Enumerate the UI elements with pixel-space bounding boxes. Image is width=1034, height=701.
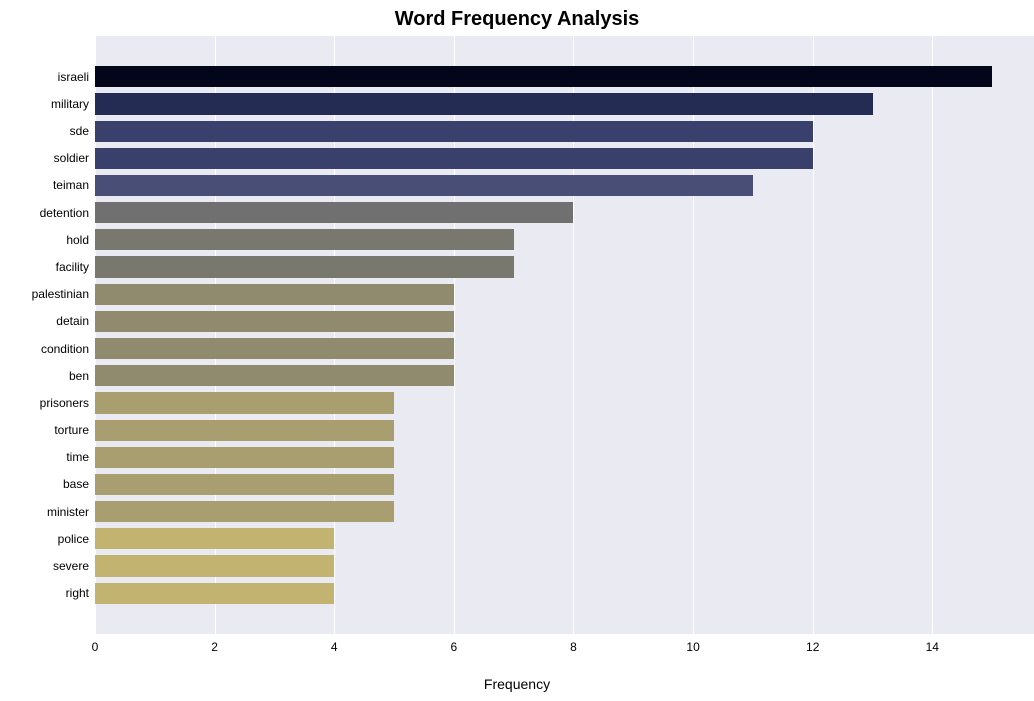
- y-tick-label: right: [66, 586, 89, 600]
- y-tick-label: detain: [56, 314, 89, 328]
- y-tick-label: hold: [66, 233, 89, 247]
- x-tick-label: 8: [570, 640, 577, 654]
- bar: [95, 365, 454, 386]
- x-tick-label: 10: [686, 640, 699, 654]
- bar: [95, 555, 334, 576]
- bar: [95, 229, 514, 250]
- bar: [95, 284, 454, 305]
- y-tick-label: minister: [47, 505, 89, 519]
- x-tick-label: 6: [451, 640, 458, 654]
- bar: [95, 583, 334, 604]
- bar: [95, 66, 992, 87]
- bar: [95, 148, 813, 169]
- y-tick-label: condition: [41, 342, 89, 356]
- bar: [95, 311, 454, 332]
- bar: [95, 256, 514, 277]
- y-tick-label: prisoners: [40, 396, 89, 410]
- y-tick-label: severe: [53, 559, 89, 573]
- bar: [95, 528, 334, 549]
- bar: [95, 447, 394, 468]
- y-tick-label: base: [63, 477, 89, 491]
- y-tick-label: ben: [69, 369, 89, 383]
- bar: [95, 121, 813, 142]
- y-tick-label: palestinian: [32, 287, 89, 301]
- x-tick-label: 2: [211, 640, 218, 654]
- x-axis-title: Frequency: [0, 676, 1034, 692]
- bar: [95, 93, 873, 114]
- y-tick-label: detention: [40, 206, 89, 220]
- chart-title: Word Frequency Analysis: [0, 8, 1034, 31]
- x-tick-label: 14: [926, 640, 939, 654]
- y-tick-label: police: [58, 532, 89, 546]
- y-tick-label: military: [51, 97, 89, 111]
- x-tick-label: 4: [331, 640, 338, 654]
- x-tick-label: 12: [806, 640, 819, 654]
- y-tick-label: facility: [56, 260, 89, 274]
- bar: [95, 392, 394, 413]
- bar: [95, 420, 394, 441]
- bar: [95, 202, 573, 223]
- bar: [95, 338, 454, 359]
- x-tick-label: 0: [92, 640, 99, 654]
- bar: [95, 474, 394, 495]
- gridline: [932, 36, 933, 634]
- word-frequency-chart: Word Frequency Analysis Frequency israel…: [0, 0, 1034, 701]
- y-tick-label: sde: [70, 124, 89, 138]
- y-tick-label: israeli: [58, 70, 89, 84]
- y-tick-label: torture: [54, 423, 89, 437]
- y-tick-label: soldier: [54, 151, 89, 165]
- gridline: [813, 36, 814, 634]
- y-tick-label: time: [66, 450, 89, 464]
- plot-area: [95, 36, 1034, 634]
- bar: [95, 501, 394, 522]
- y-tick-label: teiman: [53, 178, 89, 192]
- bar: [95, 175, 753, 196]
